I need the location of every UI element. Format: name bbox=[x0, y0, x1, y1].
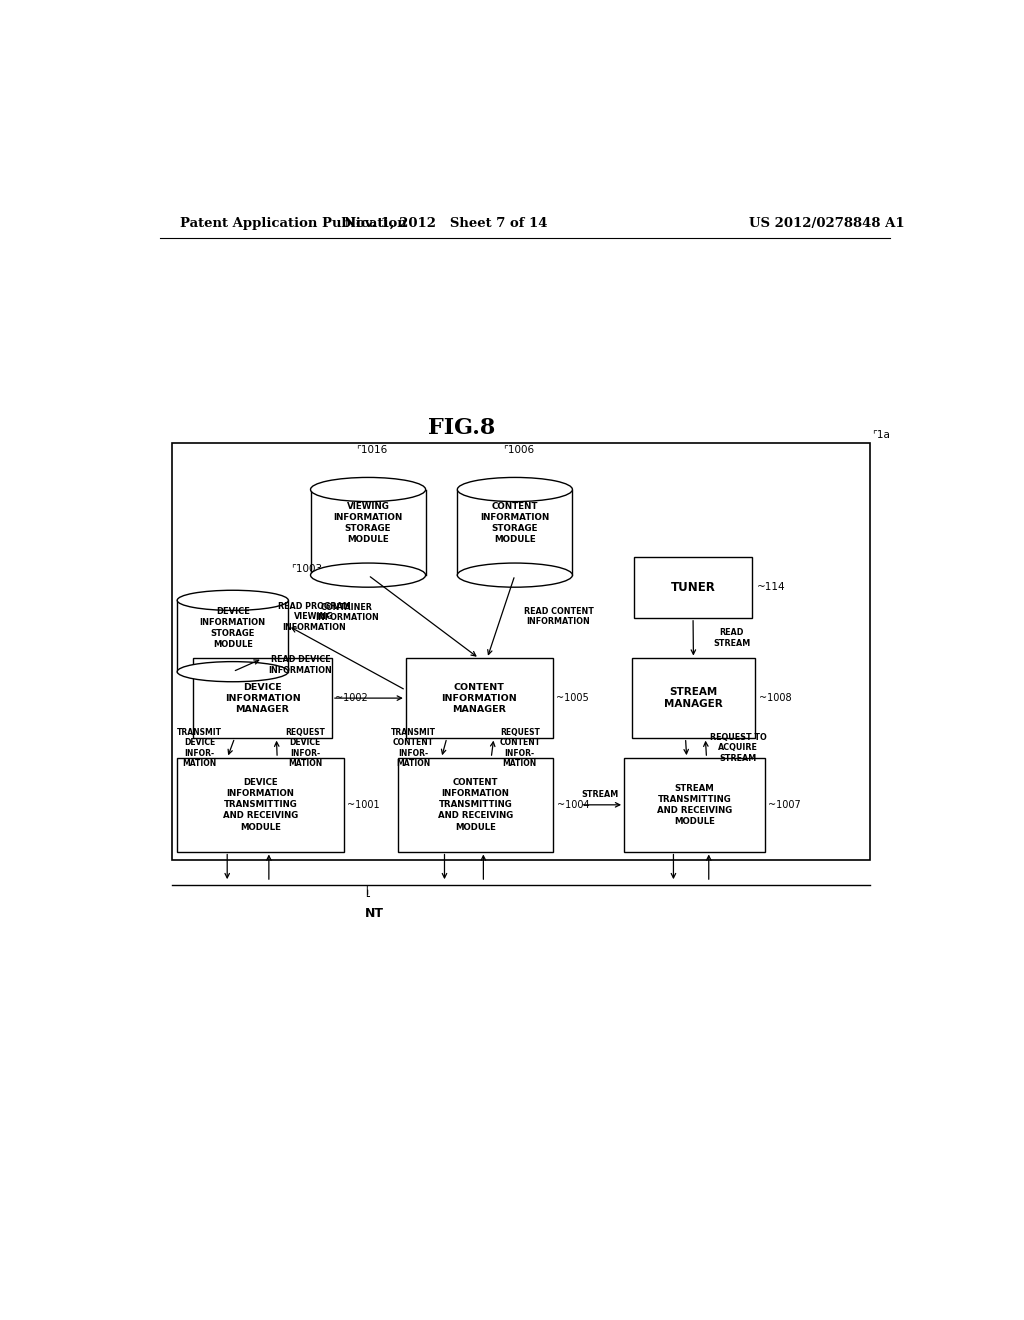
Bar bbox=[458, 490, 572, 576]
Text: DEVICE
INFORMATION
TRANSMITTING
AND RECEIVING
MODULE: DEVICE INFORMATION TRANSMITTING AND RECE… bbox=[223, 777, 298, 832]
Bar bbox=[406, 659, 553, 738]
Text: STREAM
MANAGER: STREAM MANAGER bbox=[665, 686, 723, 709]
Ellipse shape bbox=[177, 590, 289, 610]
Text: STREAM
TRANSMITTING
AND RECEIVING
MODULE: STREAM TRANSMITTING AND RECEIVING MODULE bbox=[657, 784, 732, 826]
Bar bbox=[397, 758, 553, 851]
Bar bbox=[310, 490, 426, 576]
Text: ~114: ~114 bbox=[757, 582, 785, 593]
Text: ~1007: ~1007 bbox=[768, 800, 801, 810]
Text: REQUEST
DEVICE
INFOR-
MATION: REQUEST DEVICE INFOR- MATION bbox=[285, 727, 325, 768]
Text: TUNER: TUNER bbox=[671, 581, 716, 594]
Text: NT: NT bbox=[365, 907, 384, 920]
Text: ~1004: ~1004 bbox=[557, 800, 589, 810]
Bar bbox=[177, 601, 289, 672]
Ellipse shape bbox=[310, 478, 426, 502]
Text: ⌜1006: ⌜1006 bbox=[503, 445, 535, 455]
Text: Patent Application Publication: Patent Application Publication bbox=[179, 216, 407, 230]
Text: READ DEVICE
INFORMATION: READ DEVICE INFORMATION bbox=[268, 655, 333, 675]
Text: TRANSMIT
DEVICE
INFOR-
MATION: TRANSMIT DEVICE INFOR- MATION bbox=[177, 727, 222, 768]
Ellipse shape bbox=[310, 564, 426, 587]
Text: ~1001: ~1001 bbox=[347, 800, 380, 810]
Text: CONTENT
INFORMATION
STORAGE
MODULE: CONTENT INFORMATION STORAGE MODULE bbox=[480, 502, 550, 544]
Text: READ
STREAM: READ STREAM bbox=[713, 628, 751, 648]
Text: TRANSMIT
CONTENT
INFOR-
MATION: TRANSMIT CONTENT INFOR- MATION bbox=[391, 727, 436, 768]
Bar bbox=[624, 758, 765, 851]
Text: FIG.8: FIG.8 bbox=[428, 417, 495, 438]
Text: ⌜1003: ⌜1003 bbox=[292, 564, 323, 574]
Bar bbox=[634, 557, 752, 618]
Text: Nov. 1, 2012   Sheet 7 of 14: Nov. 1, 2012 Sheet 7 of 14 bbox=[344, 216, 547, 230]
Text: ⌜1016: ⌜1016 bbox=[356, 445, 388, 455]
Text: DEVICE
INFORMATION
STORAGE
MODULE: DEVICE INFORMATION STORAGE MODULE bbox=[200, 607, 266, 649]
Text: CONTENT
INFORMATION
TRANSMITTING
AND RECEIVING
MODULE: CONTENT INFORMATION TRANSMITTING AND REC… bbox=[438, 777, 513, 832]
Bar bbox=[194, 659, 332, 738]
Bar bbox=[632, 659, 755, 738]
Ellipse shape bbox=[458, 478, 572, 502]
Bar bbox=[172, 444, 870, 859]
Bar bbox=[177, 758, 344, 851]
Text: DEVICE
INFORMATION
MANAGER: DEVICE INFORMATION MANAGER bbox=[224, 682, 300, 714]
Text: ~1008: ~1008 bbox=[759, 693, 792, 704]
Text: REQUEST TO
ACQUIRE
STREAM: REQUEST TO ACQUIRE STREAM bbox=[710, 733, 767, 763]
Text: REQUEST
CONTENT
INFOR-
MATION: REQUEST CONTENT INFOR- MATION bbox=[499, 727, 541, 768]
Text: ~1005: ~1005 bbox=[556, 693, 589, 704]
Text: CONTENT
INFORMATION
MANAGER: CONTENT INFORMATION MANAGER bbox=[441, 682, 517, 714]
Text: ⌜1a: ⌜1a bbox=[872, 430, 890, 440]
Text: READ CONTENT
INFORMATION: READ CONTENT INFORMATION bbox=[523, 607, 594, 627]
Text: CONTAINER
INFORMATION: CONTAINER INFORMATION bbox=[315, 602, 379, 622]
Ellipse shape bbox=[458, 564, 572, 587]
Text: ~1002: ~1002 bbox=[335, 693, 368, 704]
Text: VIEWING
INFORMATION
STORAGE
MODULE: VIEWING INFORMATION STORAGE MODULE bbox=[334, 502, 402, 544]
Ellipse shape bbox=[177, 661, 289, 681]
Text: READ PROGRAM
VIEWING
INFORMATION: READ PROGRAM VIEWING INFORMATION bbox=[278, 602, 350, 632]
Text: US 2012/0278848 A1: US 2012/0278848 A1 bbox=[749, 216, 904, 230]
Text: STREAM: STREAM bbox=[582, 791, 618, 799]
Text: ⎣: ⎣ bbox=[366, 886, 370, 898]
